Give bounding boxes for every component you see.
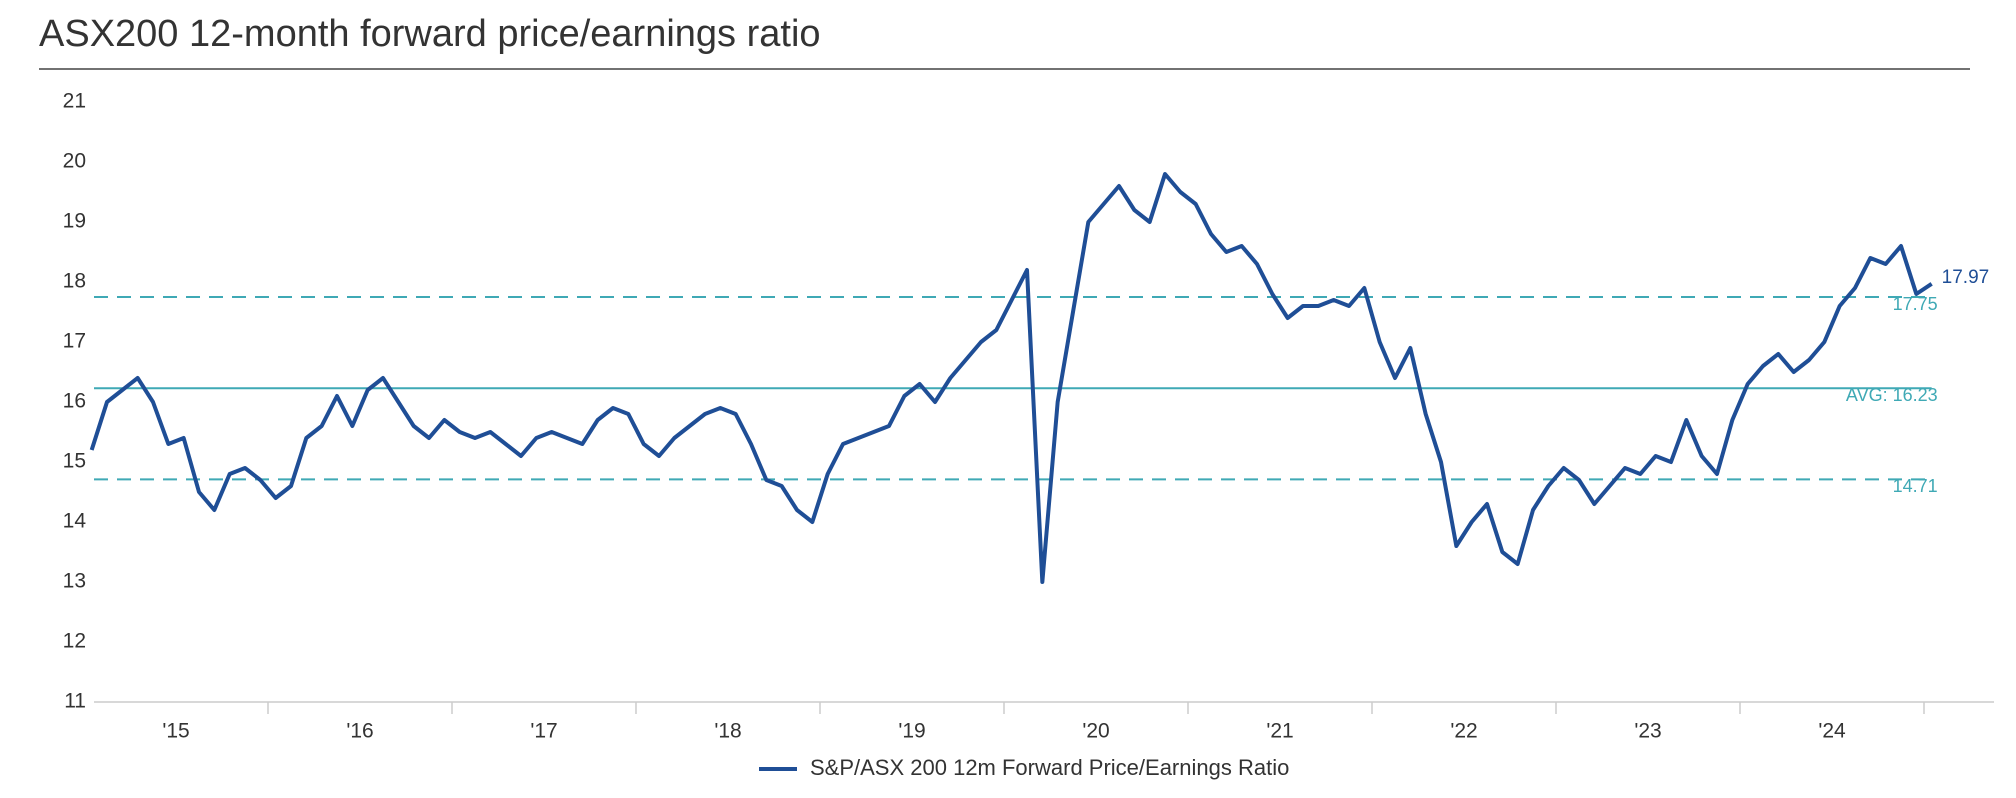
series-line	[89, 172, 1933, 584]
x-tick-label: '23	[1634, 720, 1661, 743]
y-tick-label: 20	[63, 150, 86, 173]
x-tick-label: '21	[1266, 720, 1293, 743]
y-tick-label: 11	[64, 690, 86, 713]
reference-label: AVG: 16.23	[1846, 385, 1938, 405]
x-tick-label: '22	[1450, 720, 1477, 743]
y-tick-label: 14	[63, 510, 87, 533]
reference-label: 14.71	[1893, 476, 1938, 496]
x-tick-label: '20	[1082, 720, 1109, 743]
y-tick-label: 16	[63, 390, 86, 413]
reference-label: 17.75	[1893, 294, 1938, 314]
y-tick-label: 17	[63, 330, 86, 353]
y-tick-label: 15	[63, 450, 86, 473]
y-tick-label: 21	[63, 90, 86, 113]
x-tick-label: '17	[530, 720, 557, 743]
y-tick-label: 12	[63, 630, 86, 653]
chart-title: ASX200 12-month forward price/earnings r…	[39, 13, 821, 55]
last-value-label: 17.97	[1942, 267, 1990, 288]
y-tick-label: 19	[63, 210, 86, 233]
x-tick-label: '18	[714, 720, 741, 743]
x-tick-label: '15	[162, 720, 189, 743]
y-tick-label: 18	[63, 270, 86, 293]
x-tick-label: '19	[898, 720, 925, 743]
y-tick-label: 13	[63, 570, 86, 593]
x-tick-label: '24	[1818, 720, 1846, 743]
x-tick-label: '16	[346, 720, 373, 743]
legend-label: S&P/ASX 200 12m Forward Price/Earnings R…	[810, 755, 1289, 780]
